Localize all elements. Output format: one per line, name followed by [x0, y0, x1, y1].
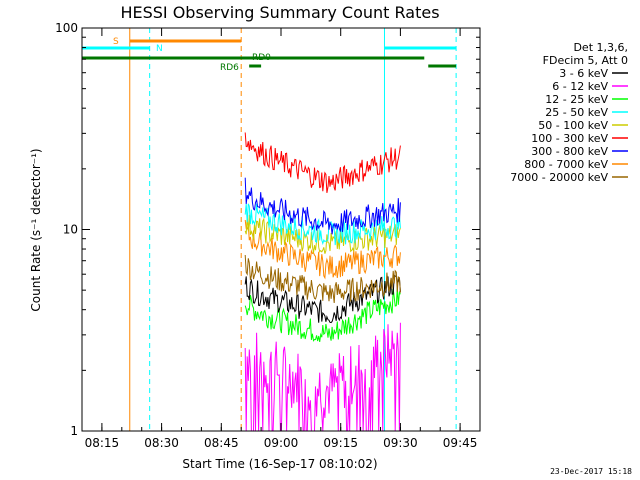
legend-label-2: 12 - 25 keV: [545, 93, 608, 106]
x-tick-label-1: 08:30: [144, 436, 179, 450]
series-line-5: [244, 132, 401, 193]
legend-label-7: 800 - 7000 keV: [524, 158, 608, 171]
flag-label-n: N: [156, 44, 163, 54]
series-line-8: [244, 254, 401, 304]
x-tick-label-6: 09:45: [443, 436, 478, 450]
x-tick-label-4: 09:15: [323, 436, 358, 450]
legend-label-5: 100 - 300 keV: [531, 132, 608, 145]
legend-label-4: 50 - 100 keV: [538, 119, 608, 132]
series-line-4: [244, 214, 401, 254]
flag-label-rd0: RD0: [252, 53, 271, 63]
series-line-6: [244, 177, 401, 235]
flag-label-rd6: RD6: [220, 63, 239, 73]
y-axis-label: Count Rate (s⁻¹ detector⁻¹): [29, 148, 43, 311]
x-tick-label-0: 08:15: [85, 436, 120, 450]
x-axis-label: Start Time (16-Sep-17 08:10:02): [182, 457, 377, 471]
y-tick-label-2: 100: [55, 21, 78, 35]
series-line-3: [244, 203, 401, 246]
legend-header-1: FDecim 5, Att 0: [543, 54, 628, 67]
series-line-2: [244, 287, 401, 342]
legend-label-0: 3 - 6 keV: [559, 67, 608, 80]
x-tick-label-5: 09:30: [383, 436, 418, 450]
flag-label-s: S: [113, 37, 119, 47]
legend-label-8: 7000 - 20000 keV: [510, 171, 608, 184]
x-tick-label-2: 08:45: [204, 436, 239, 450]
legend-header-0: Det 1,3,6,: [573, 41, 628, 54]
x-tick-label-3: 09:00: [264, 436, 299, 450]
legend-label-6: 300 - 800 keV: [531, 145, 608, 158]
plot-area: S N RD0 RD6: [81, 28, 457, 432]
series-line-7: [244, 219, 401, 280]
y-tick-label-1: 10: [63, 223, 78, 237]
y-tick-label-0: 1: [70, 424, 78, 438]
legend-label-1: 6 - 12 keV: [552, 80, 608, 93]
footer-date: 23-Dec-2017 15:18: [550, 467, 632, 476]
legend-label-3: 25 - 50 keV: [545, 106, 608, 119]
chart-title: HESSI Observing Summary Count Rates: [120, 3, 439, 22]
axes: 08:15 08:30 08:45 09:00 09:15 09:30 09:45 1 10 10…: [55, 21, 481, 450]
series-line-1: [244, 322, 401, 432]
